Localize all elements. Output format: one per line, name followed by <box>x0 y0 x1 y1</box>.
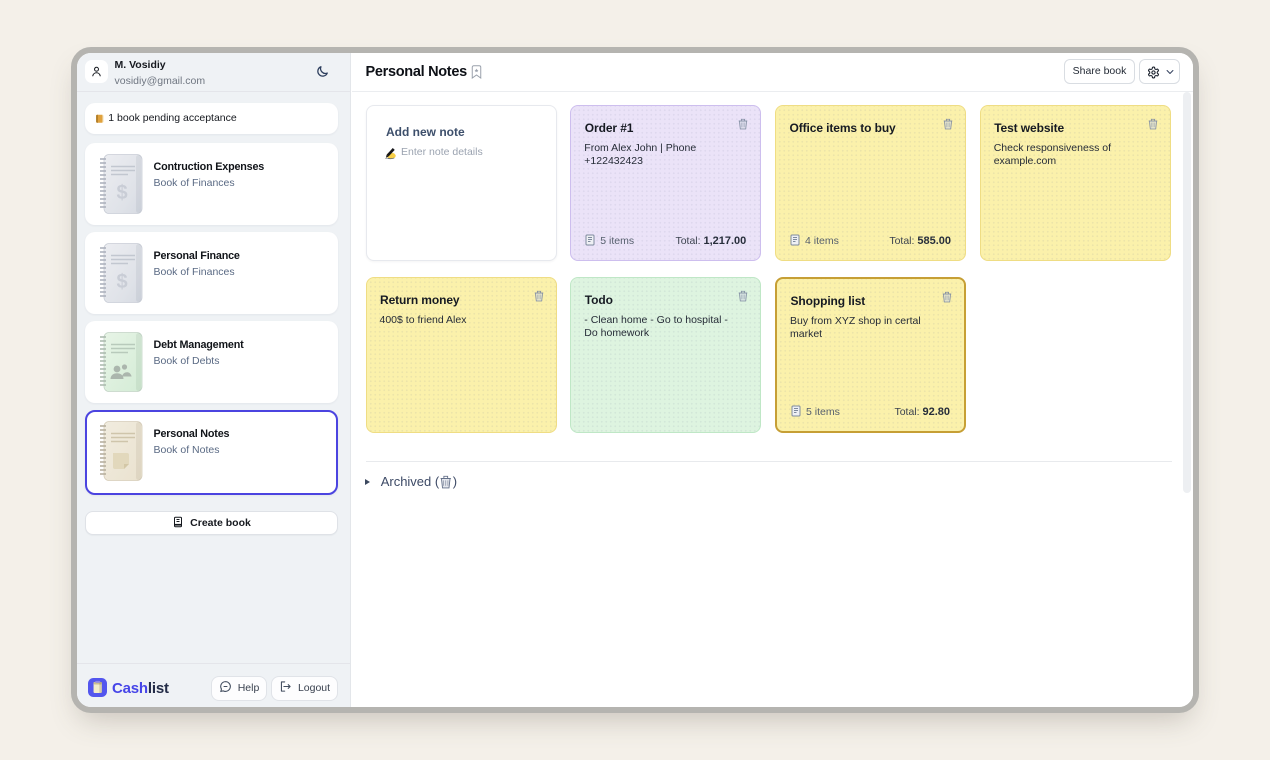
svg-text:$: $ <box>116 182 127 204</box>
svg-text:$: $ <box>116 271 127 293</box>
